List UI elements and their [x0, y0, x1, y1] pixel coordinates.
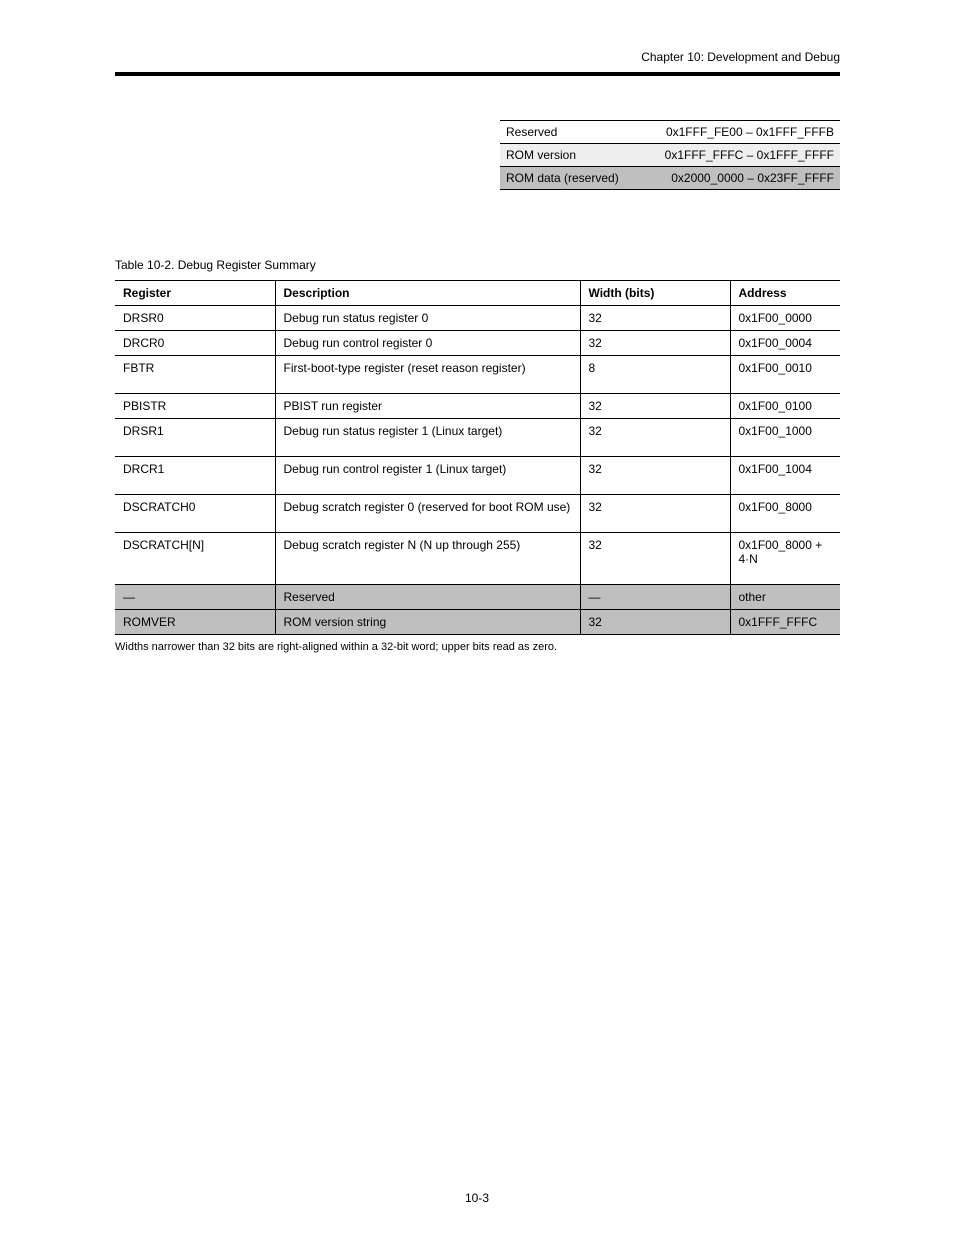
summary-row-value: 0x2000_0000 – 0x23FF_FFFF	[639, 167, 840, 190]
summary-row-value: 0x1FFF_FFFC – 0x1FFF_FFFF	[639, 144, 840, 167]
cell-description: Debug run control register 1 (Linux targ…	[275, 457, 580, 495]
table-row: PBISTRPBIST run register320x1F00_0100	[115, 394, 840, 419]
table-row: FBTRFirst-boot-type register (reset reas…	[115, 356, 840, 394]
table-caption: Table 10-2. Debug Register Summary	[115, 258, 316, 272]
cell-description: Debug run status register 1 (Linux targe…	[275, 419, 580, 457]
table-row: ROMVERROM version string320x1FFF_FFFC	[115, 610, 840, 635]
summary-table: Reserved0x1FFF_FE00 – 0x1FFF_FFFBROM ver…	[500, 120, 840, 190]
debug-register-table: Register Description Width (bits) Addres…	[115, 280, 840, 635]
cell-register: PBISTR	[115, 394, 275, 419]
cell-address: other	[730, 585, 840, 610]
cell-description: Debug run control register 0	[275, 331, 580, 356]
summary-row-label: ROM data (reserved)	[500, 167, 639, 190]
chapter-label: Chapter 10: Development and Debug	[500, 50, 840, 64]
cell-register: DRCR0	[115, 331, 275, 356]
summary-row: Reserved0x1FFF_FE00 – 0x1FFF_FFFB	[500, 121, 840, 144]
cell-width: 32	[580, 306, 730, 331]
cell-register: DRSR0	[115, 306, 275, 331]
cell-description: Reserved	[275, 585, 580, 610]
cell-width: 32	[580, 533, 730, 585]
summary-row-label: ROM version	[500, 144, 639, 167]
cell-width: 32	[580, 610, 730, 635]
table-row: DRCR0Debug run control register 0320x1F0…	[115, 331, 840, 356]
cell-description: Debug scratch register 0 (reserved for b…	[275, 495, 580, 533]
cell-width: 32	[580, 331, 730, 356]
cell-address: 0x1F00_1000	[730, 419, 840, 457]
cell-description: ROM version string	[275, 610, 580, 635]
cell-address: 0x1F00_1004	[730, 457, 840, 495]
top-rule	[115, 72, 840, 76]
page-number: 10-3	[0, 1191, 954, 1205]
page: Chapter 10: Development and Debug Reserv…	[0, 0, 954, 1235]
cell-description: PBIST run register	[275, 394, 580, 419]
cell-address: 0x1F00_0100	[730, 394, 840, 419]
cell-address: 0x1F00_8000 + 4·N	[730, 533, 840, 585]
cell-width: 32	[580, 419, 730, 457]
cell-address: 0x1F00_0004	[730, 331, 840, 356]
cell-register: DRCR1	[115, 457, 275, 495]
cell-width: 8	[580, 356, 730, 394]
cell-register: —	[115, 585, 275, 610]
table-row: DRSR0Debug run status register 0320x1F00…	[115, 306, 840, 331]
table-footnote: Widths narrower than 32 bits are right-a…	[115, 641, 557, 653]
cell-register: DRSR1	[115, 419, 275, 457]
cell-register: FBTR	[115, 356, 275, 394]
cell-description: Debug run status register 0	[275, 306, 580, 331]
col-header-description: Description	[275, 281, 580, 306]
summary-row-value: 0x1FFF_FE00 – 0x1FFF_FFFB	[639, 121, 840, 144]
cell-width: —	[580, 585, 730, 610]
cell-width: 32	[580, 457, 730, 495]
cell-register: ROMVER	[115, 610, 275, 635]
col-header-address: Address	[730, 281, 840, 306]
cell-width: 32	[580, 394, 730, 419]
cell-address: 0x1F00_8000	[730, 495, 840, 533]
cell-register: DSCRATCH[N]	[115, 533, 275, 585]
col-header-width: Width (bits)	[580, 281, 730, 306]
cell-register: DSCRATCH0	[115, 495, 275, 533]
cell-description: First-boot-type register (reset reason r…	[275, 356, 580, 394]
table-row: —Reserved—other	[115, 585, 840, 610]
cell-description: Debug scratch register N (N up through 2…	[275, 533, 580, 585]
table-row: DSCRATCH0Debug scratch register 0 (reser…	[115, 495, 840, 533]
summary-row-label: Reserved	[500, 121, 639, 144]
col-header-register: Register	[115, 281, 275, 306]
summary-row: ROM version0x1FFF_FFFC – 0x1FFF_FFFF	[500, 144, 840, 167]
cell-width: 32	[580, 495, 730, 533]
table-row: DRSR1Debug run status register 1 (Linux …	[115, 419, 840, 457]
cell-address: 0x1F00_0010	[730, 356, 840, 394]
table-row: DSCRATCH[N]Debug scratch register N (N u…	[115, 533, 840, 585]
summary-row: ROM data (reserved)0x2000_0000 – 0x23FF_…	[500, 167, 840, 190]
cell-address: 0x1F00_0000	[730, 306, 840, 331]
table-row: DRCR1Debug run control register 1 (Linux…	[115, 457, 840, 495]
cell-address: 0x1FFF_FFFC	[730, 610, 840, 635]
table-header-row: Register Description Width (bits) Addres…	[115, 281, 840, 306]
